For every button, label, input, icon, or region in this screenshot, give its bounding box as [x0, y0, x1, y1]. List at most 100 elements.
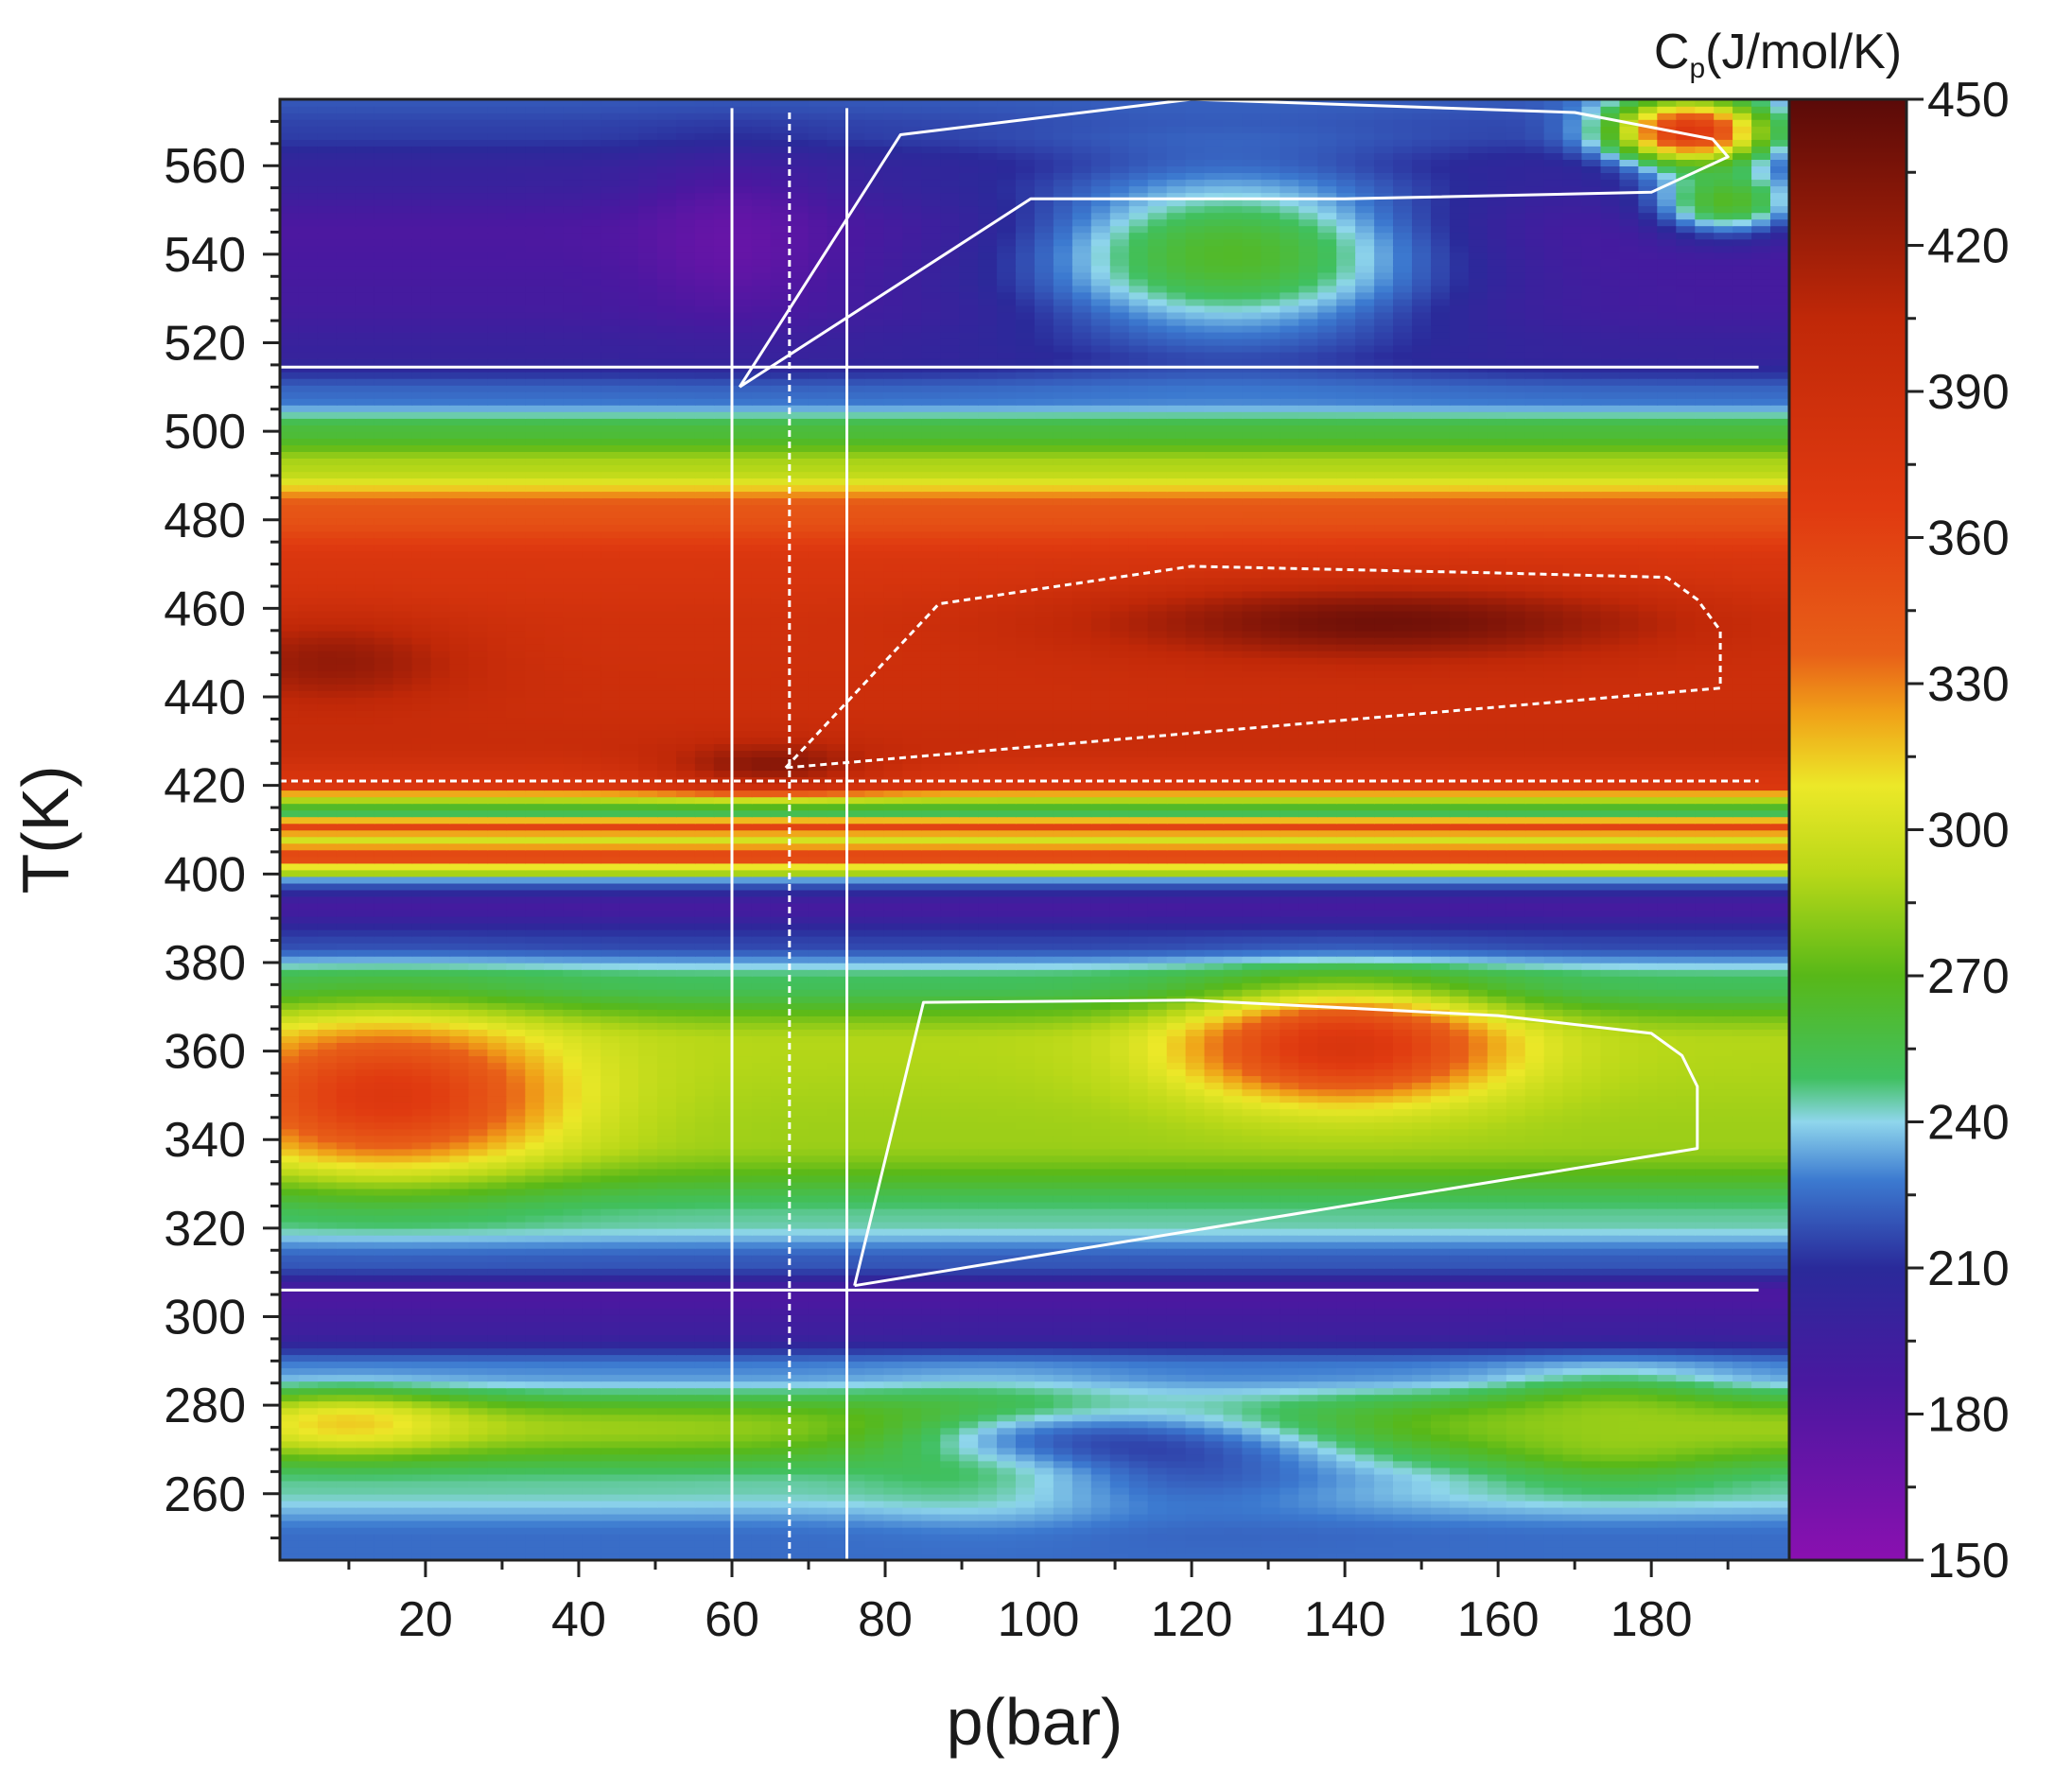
heatmap-cell	[959, 1554, 979, 1560]
heatmap-cell	[619, 1347, 639, 1356]
heatmap-cell	[1147, 1554, 1168, 1560]
heatmap-cell	[1468, 1447, 1489, 1455]
heatmap-cell	[1016, 1539, 1036, 1548]
heatmap-cell	[280, 1467, 300, 1475]
heatmap-cell	[430, 1547, 451, 1554]
heatmap-cell	[676, 1188, 696, 1196]
heatmap-cell	[1242, 1194, 1262, 1203]
heatmap-cell	[430, 1321, 451, 1328]
heatmap-cell	[1676, 1234, 1697, 1242]
heatmap-cell	[1714, 1433, 1733, 1442]
heatmap-cell	[1714, 1467, 1733, 1475]
heatmap-cell	[1638, 1321, 1659, 1328]
heatmap-cell	[1506, 1321, 1526, 1328]
heatmap-cell	[468, 1334, 489, 1342]
heatmap-cell	[1468, 1194, 1489, 1203]
heatmap-cell	[1223, 1493, 1244, 1502]
heatmap-cell	[1543, 1473, 1564, 1482]
heatmap-cell	[1695, 1420, 1715, 1429]
heatmap-cell	[1016, 1473, 1036, 1482]
heatmap-cell	[1336, 1480, 1356, 1488]
heatmap-cell	[1280, 1533, 1300, 1541]
heatmap-cell	[487, 1440, 508, 1449]
heatmap-cell	[1280, 1227, 1300, 1236]
heatmap-cell	[1280, 1467, 1300, 1475]
heatmap-cell	[298, 1400, 319, 1409]
heatmap-cell	[1468, 1328, 1489, 1335]
heatmap-cell	[280, 1227, 300, 1236]
heatmap-cell	[487, 1207, 508, 1216]
heatmap-cell	[1355, 1506, 1375, 1515]
heatmap-cell	[676, 1241, 696, 1249]
heatmap-cell	[1732, 1420, 1752, 1429]
heatmap-cell	[1657, 1207, 1678, 1216]
heatmap-cell	[1562, 1341, 1583, 1349]
heatmap-cell	[1449, 1480, 1470, 1488]
heatmap-cell	[694, 1420, 715, 1429]
heatmap-cell	[298, 1301, 319, 1309]
heatmap-cell	[1638, 1341, 1659, 1349]
heatmap-cell	[732, 1394, 753, 1402]
heatmap-cell	[694, 1533, 715, 1541]
heatmap-cell	[1185, 1500, 1206, 1508]
heatmap-cell	[1185, 1194, 1206, 1203]
heatmap-cell	[1393, 1447, 1413, 1455]
heatmap-cell	[1524, 1486, 1545, 1495]
heatmap-cell	[1128, 1188, 1149, 1196]
heatmap-cell	[657, 1194, 677, 1203]
heatmap-cell	[280, 1255, 300, 1262]
heatmap-cell	[921, 1539, 942, 1548]
heatmap-cell	[1185, 1268, 1206, 1276]
heatmap-cell	[1524, 1321, 1545, 1328]
heatmap-cell	[1128, 1367, 1149, 1376]
heatmap-cell	[336, 1227, 357, 1236]
heatmap-cell	[1732, 1168, 1752, 1176]
heatmap-cell	[1204, 1168, 1225, 1176]
heatmap-cell	[845, 1420, 866, 1429]
heatmap-cell	[1016, 1174, 1036, 1183]
heatmap-cell	[1317, 1347, 1338, 1356]
heatmap-cell	[1770, 1328, 1789, 1335]
heatmap-cell	[1431, 1247, 1451, 1256]
heatmap-cell	[544, 1174, 565, 1183]
heatmap-cell	[1524, 1314, 1545, 1322]
heatmap-cell	[1128, 1433, 1149, 1442]
heatmap-cell	[1751, 1207, 1771, 1216]
heatmap-cell	[1676, 1214, 1697, 1223]
heatmap-cell	[959, 1493, 979, 1502]
heatmap-cell	[997, 1414, 1017, 1422]
heatmap-cell	[487, 1480, 508, 1488]
heatmap-cell	[883, 1207, 904, 1216]
heatmap-cell	[468, 1354, 489, 1363]
heatmap-cell	[1543, 1420, 1564, 1429]
heatmap-cell	[411, 1255, 432, 1262]
heatmap-cell	[1412, 1539, 1432, 1548]
heatmap-cell	[1581, 1268, 1602, 1276]
heatmap-cell	[1562, 1247, 1583, 1256]
heatmap-cell	[902, 1519, 923, 1528]
heatmap-cell	[864, 1414, 885, 1422]
heatmap-cell	[1016, 1181, 1036, 1189]
heatmap-cell	[1581, 1321, 1602, 1328]
heatmap-cell	[1412, 1427, 1432, 1435]
heatmap-cell	[430, 1380, 451, 1389]
heatmap-cell	[1506, 1161, 1526, 1170]
heatmap-cell	[864, 1367, 885, 1376]
heatmap-cell	[1638, 1519, 1659, 1528]
heatmap-cell	[657, 1420, 677, 1429]
heatmap-cell	[864, 1387, 885, 1396]
heatmap-cell	[487, 1433, 508, 1442]
heatmap-cell	[1524, 1214, 1545, 1223]
heatmap-cell	[1468, 1334, 1489, 1342]
heatmap-cell	[770, 1460, 791, 1468]
heatmap-cell	[1581, 1341, 1602, 1349]
heatmap-cell	[638, 1214, 658, 1223]
heatmap-cell	[506, 1480, 527, 1488]
heatmap-cell	[978, 1174, 998, 1183]
heatmap-cell	[1449, 1506, 1470, 1515]
heatmap-cell	[336, 1506, 357, 1515]
heatmap-cell	[638, 1247, 658, 1256]
heatmap-cell	[883, 1221, 904, 1229]
heatmap-cell	[1185, 1207, 1206, 1216]
heatmap-cell	[1732, 1314, 1752, 1322]
